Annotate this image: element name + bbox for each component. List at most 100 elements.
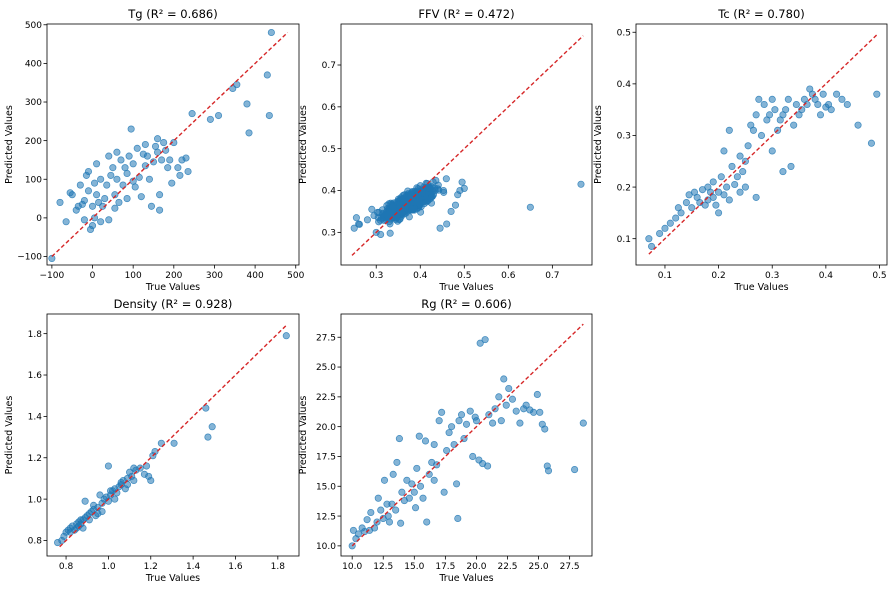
data-point	[130, 476, 138, 485]
y-tick-label: 25.0	[316, 363, 336, 373]
data-point	[430, 476, 438, 484]
data-point	[873, 90, 881, 98]
data-point	[736, 152, 744, 160]
data-point	[84, 167, 93, 176]
data-point	[97, 175, 105, 183]
data-point	[115, 198, 123, 206]
data-point	[571, 466, 579, 474]
x-tick-label: 1.8	[271, 562, 286, 572]
data-point	[447, 207, 455, 215]
data-point	[410, 206, 418, 214]
x-tick-label: 1.6	[228, 562, 243, 572]
y-tick-label: 0.1	[617, 235, 631, 245]
data-point	[156, 206, 164, 214]
data-point	[141, 140, 149, 149]
data-point	[790, 121, 798, 129]
x-tick-label: 0	[90, 271, 96, 281]
data-point	[109, 164, 117, 172]
data-point	[484, 462, 492, 470]
data-point	[723, 183, 731, 191]
data-point	[416, 482, 425, 490]
data-point	[579, 419, 587, 427]
data-point	[137, 193, 145, 201]
identity-line	[51, 31, 289, 258]
x-tick-label: 17.5	[435, 562, 455, 572]
data-point	[389, 203, 397, 211]
y-axis-label: Predicted Values	[593, 105, 604, 184]
y-tick-label: 0.4	[322, 187, 337, 197]
data-point	[62, 218, 70, 226]
subplot-title: FFV (R² = 0.472)	[418, 7, 514, 21]
data-point	[453, 480, 461, 488]
identity-line	[648, 34, 878, 255]
x-axis-label: True Values	[733, 282, 788, 293]
data-point	[455, 417, 463, 425]
data-point	[405, 494, 413, 502]
data-point	[408, 480, 416, 488]
data-point	[68, 191, 76, 199]
data-point	[131, 183, 139, 191]
y-tick-label: 15.0	[316, 482, 336, 492]
data-point	[536, 408, 544, 416]
scatter-points	[348, 336, 587, 550]
data-point	[733, 173, 741, 181]
data-point	[410, 488, 418, 496]
data-point	[76, 181, 84, 189]
x-axis-label: True Values	[438, 573, 493, 584]
data-point	[787, 162, 795, 170]
data-point	[462, 420, 471, 428]
data-point	[113, 148, 121, 156]
data-point	[752, 193, 760, 201]
data-point	[460, 184, 468, 192]
x-axis-label: True Values	[145, 282, 200, 293]
data-point	[827, 106, 835, 114]
data-point	[833, 90, 841, 98]
x-tick-label: 12.5	[373, 562, 393, 572]
y-tick-label: 1.2	[28, 454, 42, 464]
data-point	[512, 407, 520, 415]
data-point	[368, 205, 376, 213]
data-point	[765, 111, 774, 119]
subplot: Tc (R² = 0.780) 0.1 0.2 0.3 0.4 0.5 0.1 0.2 0.3 0…	[593, 7, 888, 293]
x-tick-label: 25.0	[529, 562, 549, 572]
data-point	[661, 224, 669, 232]
y-tick-label: 0.8	[28, 537, 43, 547]
data-point	[457, 411, 466, 419]
data-point	[111, 495, 119, 503]
data-point	[838, 95, 846, 103]
data-point	[147, 202, 156, 210]
subplot-title: Tg (R² = 0.686)	[127, 7, 217, 21]
data-point	[377, 506, 385, 514]
data-point	[672, 214, 680, 222]
data-point	[90, 501, 98, 509]
x-tick-label: 0.1	[658, 271, 672, 281]
data-point	[91, 214, 99, 222]
x-tick-label: 0.6	[501, 271, 516, 281]
data-point	[739, 168, 747, 176]
data-point	[121, 164, 129, 172]
data-point	[497, 417, 505, 425]
data-point	[168, 179, 176, 187]
data-point	[502, 401, 510, 409]
data-point	[843, 100, 851, 109]
data-point	[380, 476, 389, 484]
data-point	[416, 200, 424, 208]
data-point	[419, 494, 427, 502]
x-tick-label: 0.4	[413, 271, 428, 281]
x-tick-label: −100	[40, 271, 65, 281]
data-point	[451, 201, 460, 209]
data-point	[771, 106, 779, 114]
data-point	[768, 147, 776, 155]
y-tick-label: 17.5	[316, 453, 336, 463]
x-tick-label: 0.5	[872, 271, 886, 281]
x-tick-label: 500	[287, 271, 304, 281]
data-point	[436, 224, 444, 232]
data-point	[388, 500, 396, 508]
y-tick-label: 0.3	[617, 132, 631, 142]
data-point	[749, 126, 758, 134]
data-point	[111, 191, 119, 199]
data-point	[393, 458, 401, 466]
data-point	[717, 173, 725, 181]
data-point	[779, 168, 787, 176]
x-tick-label: 200	[165, 271, 182, 281]
